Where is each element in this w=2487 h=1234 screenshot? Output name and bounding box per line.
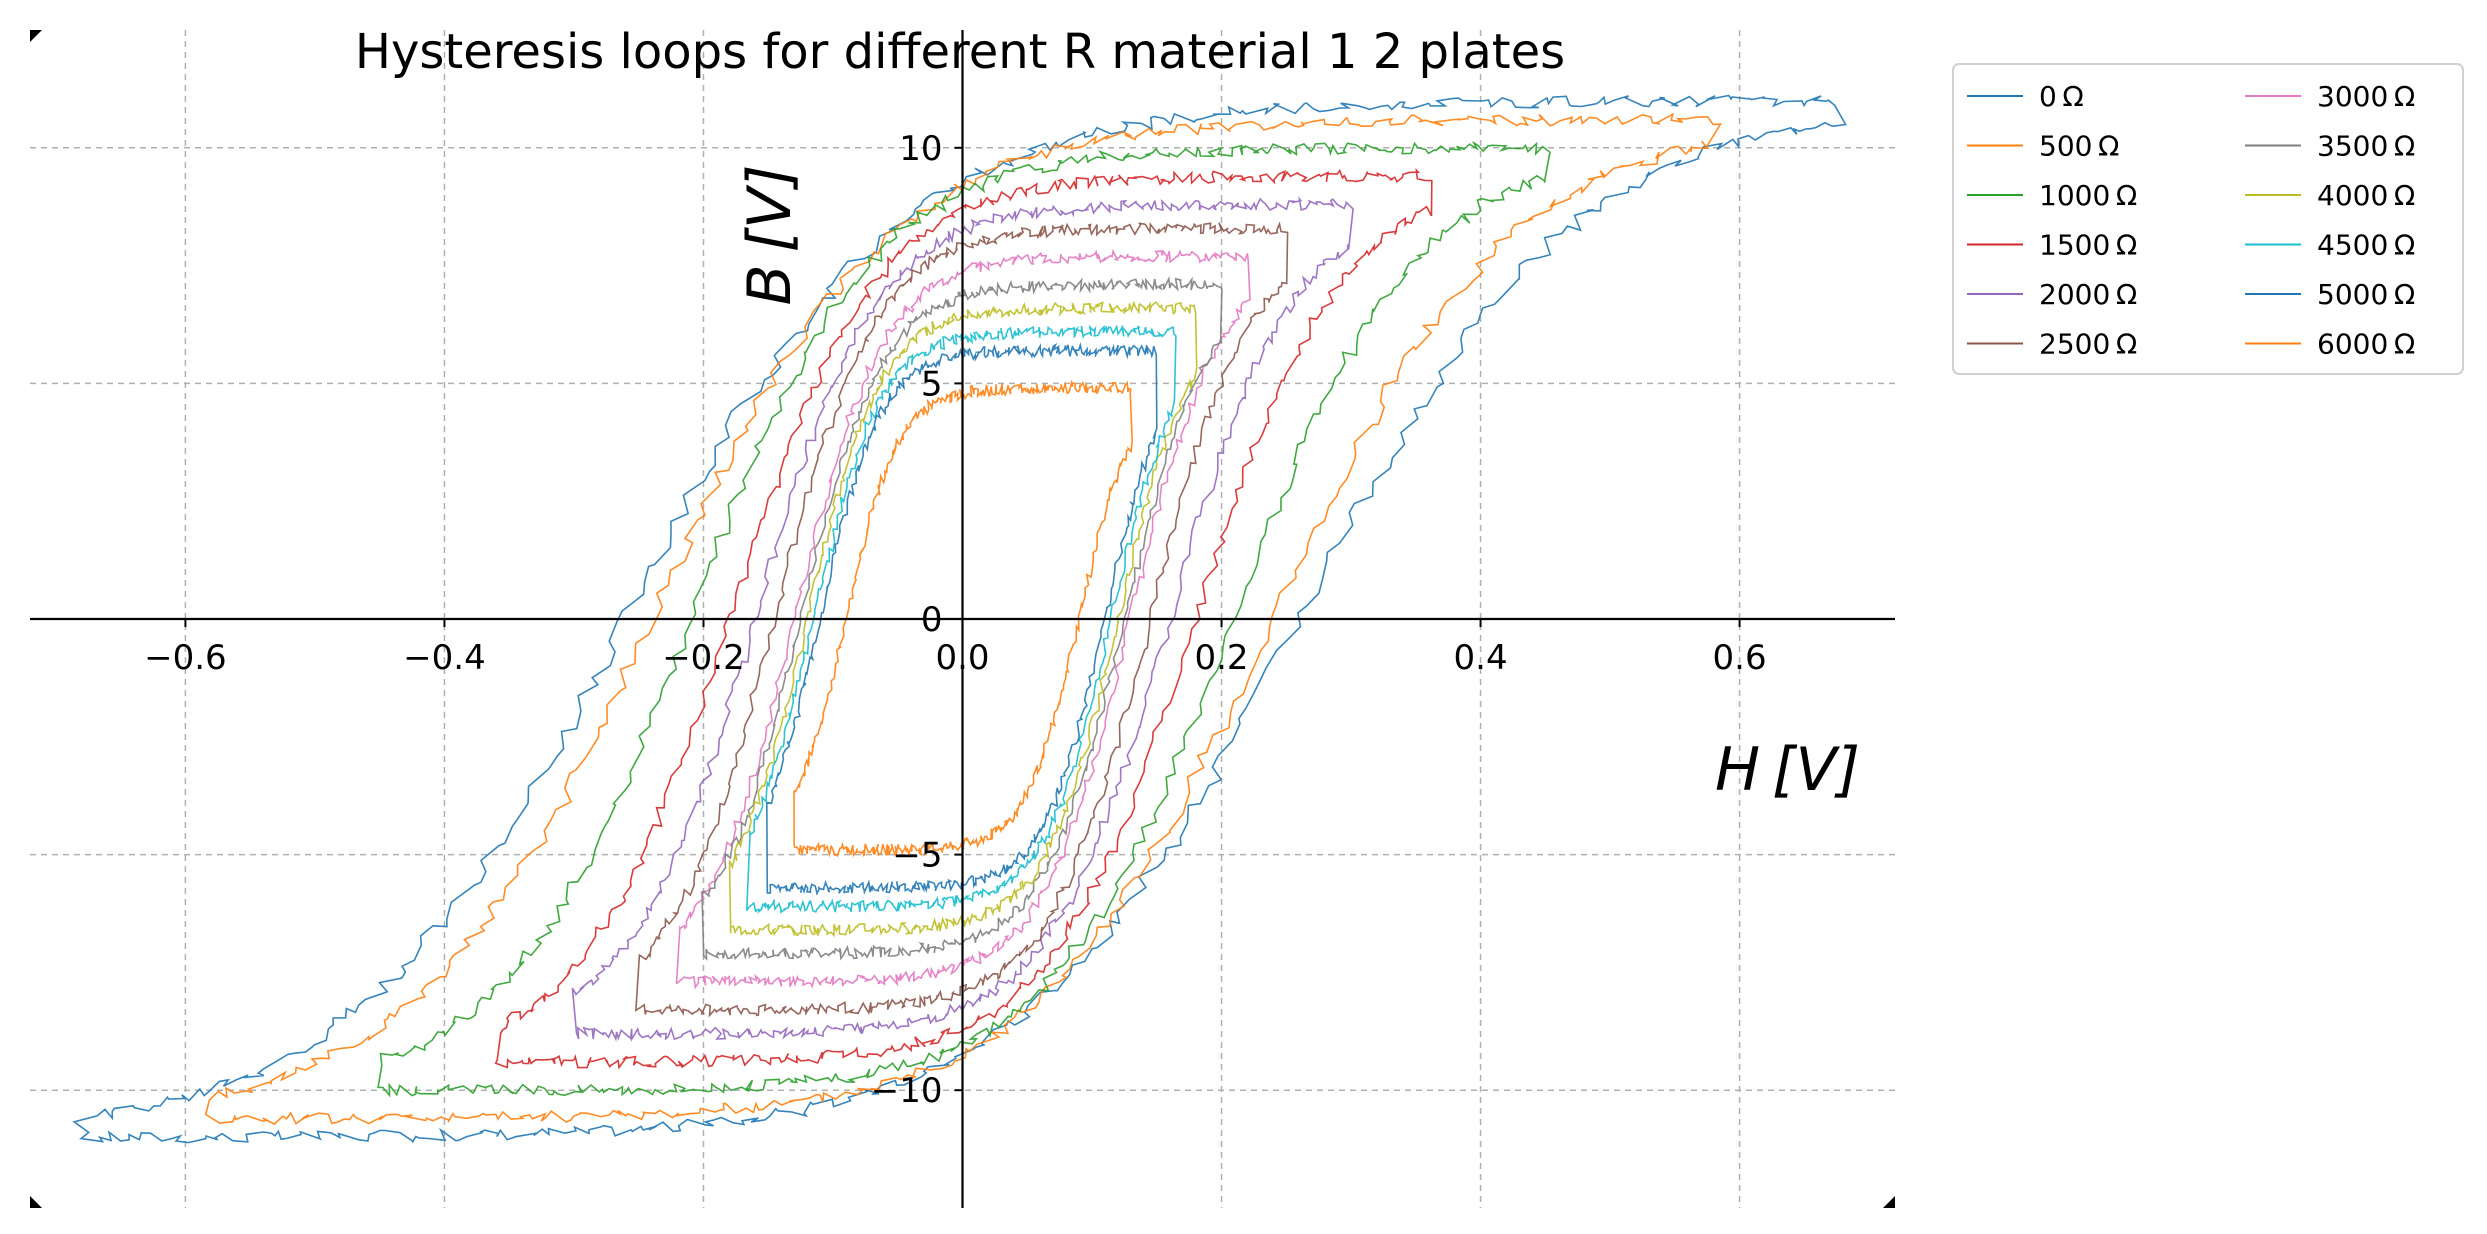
chart-title: Hysteresis loops for different R materia…	[355, 24, 1565, 80]
legend: 0 Ω 500 Ω 1000 Ω 1500 Ω 2000 Ω 2500 Ω 3000 Ω 35…	[1952, 63, 2464, 375]
series-line-0	[72, 94, 1847, 1144]
x-tick-label: 0.6	[1713, 638, 1767, 678]
x-tick-label: 0.2	[1194, 638, 1248, 678]
corner-marker	[30, 30, 42, 42]
y-tick-label: 5	[921, 364, 943, 404]
legend-entry: 0 Ω	[2039, 80, 2084, 113]
legend-entry: 4000 Ω	[2317, 179, 2415, 212]
series-line-2	[377, 140, 1551, 1098]
x-tick-label: 0.4	[1454, 638, 1508, 678]
tick-labels: −0.6 −0.4 −0.2 0.0 0.2 0.4 0.6 −10 −5 0 5 10	[144, 129, 1766, 1111]
series-lines	[72, 94, 1847, 1144]
x-axis-label: H [V]	[1715, 735, 1860, 805]
corner-marker	[30, 1196, 42, 1208]
legend-entry: 3000 Ω	[2317, 80, 2415, 113]
series-line-5	[635, 221, 1289, 1018]
y-tick-label: −5	[892, 836, 942, 876]
x-tick-label: −0.6	[144, 638, 227, 678]
series-line-1	[204, 112, 1722, 1126]
series-line-11	[793, 379, 1134, 858]
legend-entry: 3500 Ω	[2317, 130, 2415, 163]
legend-entry: 1500 Ω	[2039, 229, 2137, 262]
x-tick-label: −0.2	[662, 638, 745, 678]
legend-entry: 2000 Ω	[2039, 278, 2137, 311]
y-tick-label: −10	[871, 1071, 943, 1111]
series-line-10	[765, 341, 1158, 896]
legend-entry: 6000 Ω	[2317, 328, 2415, 361]
series-line-3	[494, 167, 1433, 1070]
y-axis-label: B [V]	[735, 164, 805, 305]
series-line-9	[745, 324, 1177, 914]
corner-marker	[1883, 1196, 1895, 1208]
series-line-7	[701, 275, 1223, 961]
legend-entry: 500 Ω	[2039, 130, 2119, 163]
legend-entry: 1000 Ω	[2039, 179, 2137, 212]
y-tick-label: 10	[899, 129, 942, 169]
series-line-8	[728, 300, 1198, 938]
legend-entry: 4500 Ω	[2317, 229, 2415, 262]
legend-entry: 5000 Ω	[2317, 278, 2415, 311]
y-tick-label: 0	[921, 600, 943, 640]
series-line-6	[675, 248, 1251, 990]
x-tick-label: 0.0	[935, 638, 989, 678]
x-tick-label: −0.4	[403, 638, 486, 678]
legend-box	[1952, 63, 2464, 375]
series-line-4	[571, 195, 1354, 1042]
legend-entry: 2500 Ω	[2039, 328, 2137, 361]
